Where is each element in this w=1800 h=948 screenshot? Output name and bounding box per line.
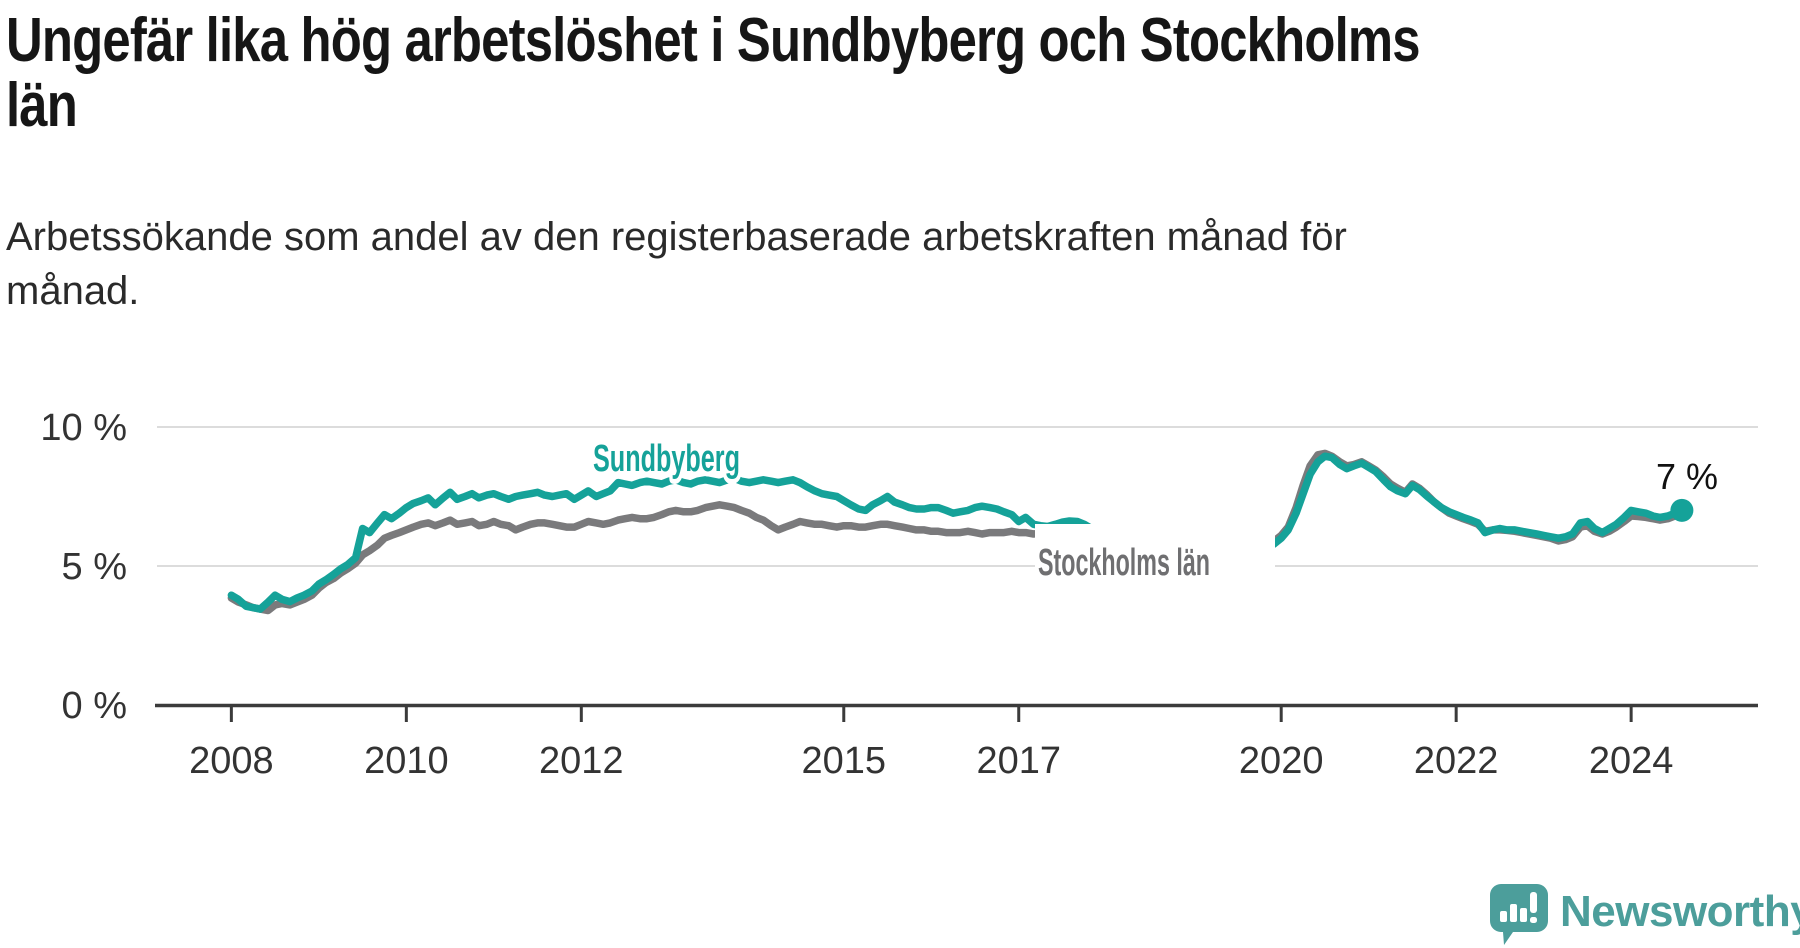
x-tick-label: 2010	[364, 740, 449, 782]
chart-title: Ungefär lika hög arbetslöshet i Sundbybe…	[6, 6, 1421, 141]
newsworthy-logo-icon	[1490, 884, 1548, 945]
x-tick-label: 2012	[539, 740, 624, 782]
chart-subtitle: Arbetssökande som andel av den registerb…	[6, 215, 1347, 313]
x-tick-label: 2015	[801, 740, 886, 782]
series-label-stockholms-lan: Stockholms län	[1038, 542, 1210, 584]
logo-exclamation-dot	[1530, 917, 1537, 923]
end-value-label: 7 %	[1656, 456, 1718, 497]
x-tick-label: 2020	[1239, 740, 1324, 782]
y-axis-label: 10 %	[40, 407, 127, 449]
end-point-marker	[1670, 498, 1694, 522]
x-tick-label: 2017	[976, 740, 1061, 782]
x-tick-label: 2022	[1414, 740, 1499, 782]
newsworthy-logo[interactable]: Newsworthy	[1490, 884, 1800, 946]
logo-bar-1	[1500, 911, 1507, 922]
series-line-stockholms-l-n	[227, 449, 1679, 615]
newsworthy-logo-text: Newsworthy	[1560, 887, 1800, 936]
logo-bar-3	[1520, 908, 1527, 922]
label-halo-mask	[1035, 524, 1275, 592]
logo-exclamation-bar	[1530, 892, 1537, 913]
x-tick-label: 2008	[189, 740, 274, 782]
y-axis-label: 5 %	[62, 546, 127, 588]
y-axis-label: 0 %	[62, 685, 127, 727]
x-tick-label: 2024	[1589, 740, 1674, 782]
series-label-sundbyberg: Sundbyberg	[593, 438, 740, 480]
logo-bar-2	[1510, 904, 1517, 922]
series-line-sundbyberg	[227, 452, 1686, 613]
